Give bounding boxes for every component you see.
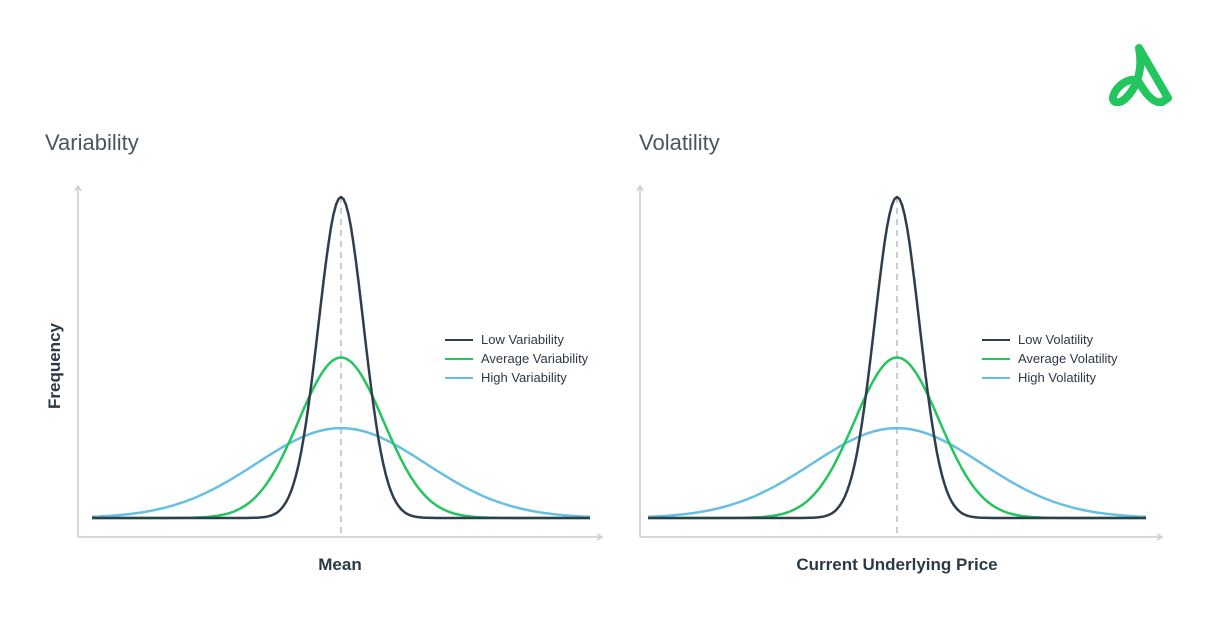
logo-a-icon (1104, 44, 1174, 111)
legend-swatch-average (445, 357, 473, 360)
legend-label: Low Volatility (1018, 332, 1094, 347)
legend-label: Average Variability (481, 351, 589, 366)
legend-label: Average Volatility (1018, 351, 1118, 366)
legend-swatch-low (445, 338, 473, 341)
x-axis-label-mean: Mean (318, 555, 362, 574)
y-axis-label: Frequency (45, 323, 64, 409)
legend-item-average: Average Variability (445, 349, 588, 368)
legend-label: High Volatility (1018, 370, 1097, 385)
legend-label: High Variability (481, 370, 567, 385)
legend-label: Low Variability (481, 332, 564, 347)
series-line-high-variability (91, 426, 591, 519)
legend-swatch-low (982, 338, 1010, 341)
legend-item-high: High Volatility (982, 368, 1118, 387)
series-line-low-variability (92, 195, 590, 520)
y-axis-arrow (74, 184, 82, 192)
legend-swatch-high (982, 376, 1010, 379)
chart-title-volatility: Volatility (639, 130, 720, 155)
legend-item-average: Average Volatility (982, 349, 1118, 368)
series-line-low-volatility (648, 195, 1146, 520)
series-line-high-volatility (647, 426, 1147, 519)
chart-title-variability: Variability (45, 130, 139, 155)
y-axis-arrow (636, 184, 644, 192)
legend-item-low: Low Variability (445, 330, 588, 349)
legend-volatility: Low Volatility Average Volatility High V… (982, 330, 1118, 387)
legend-swatch-high (445, 376, 473, 379)
legend-item-low: Low Volatility (982, 330, 1118, 349)
legend-swatch-average (982, 357, 1010, 360)
legend-item-high: High Variability (445, 368, 588, 387)
x-axis-arrow (1156, 533, 1164, 541)
legend-variability: Low Variability Average Variability High… (445, 330, 588, 387)
x-axis-label-price: Current Underlying Price (796, 555, 998, 574)
x-axis-arrow (596, 533, 604, 541)
